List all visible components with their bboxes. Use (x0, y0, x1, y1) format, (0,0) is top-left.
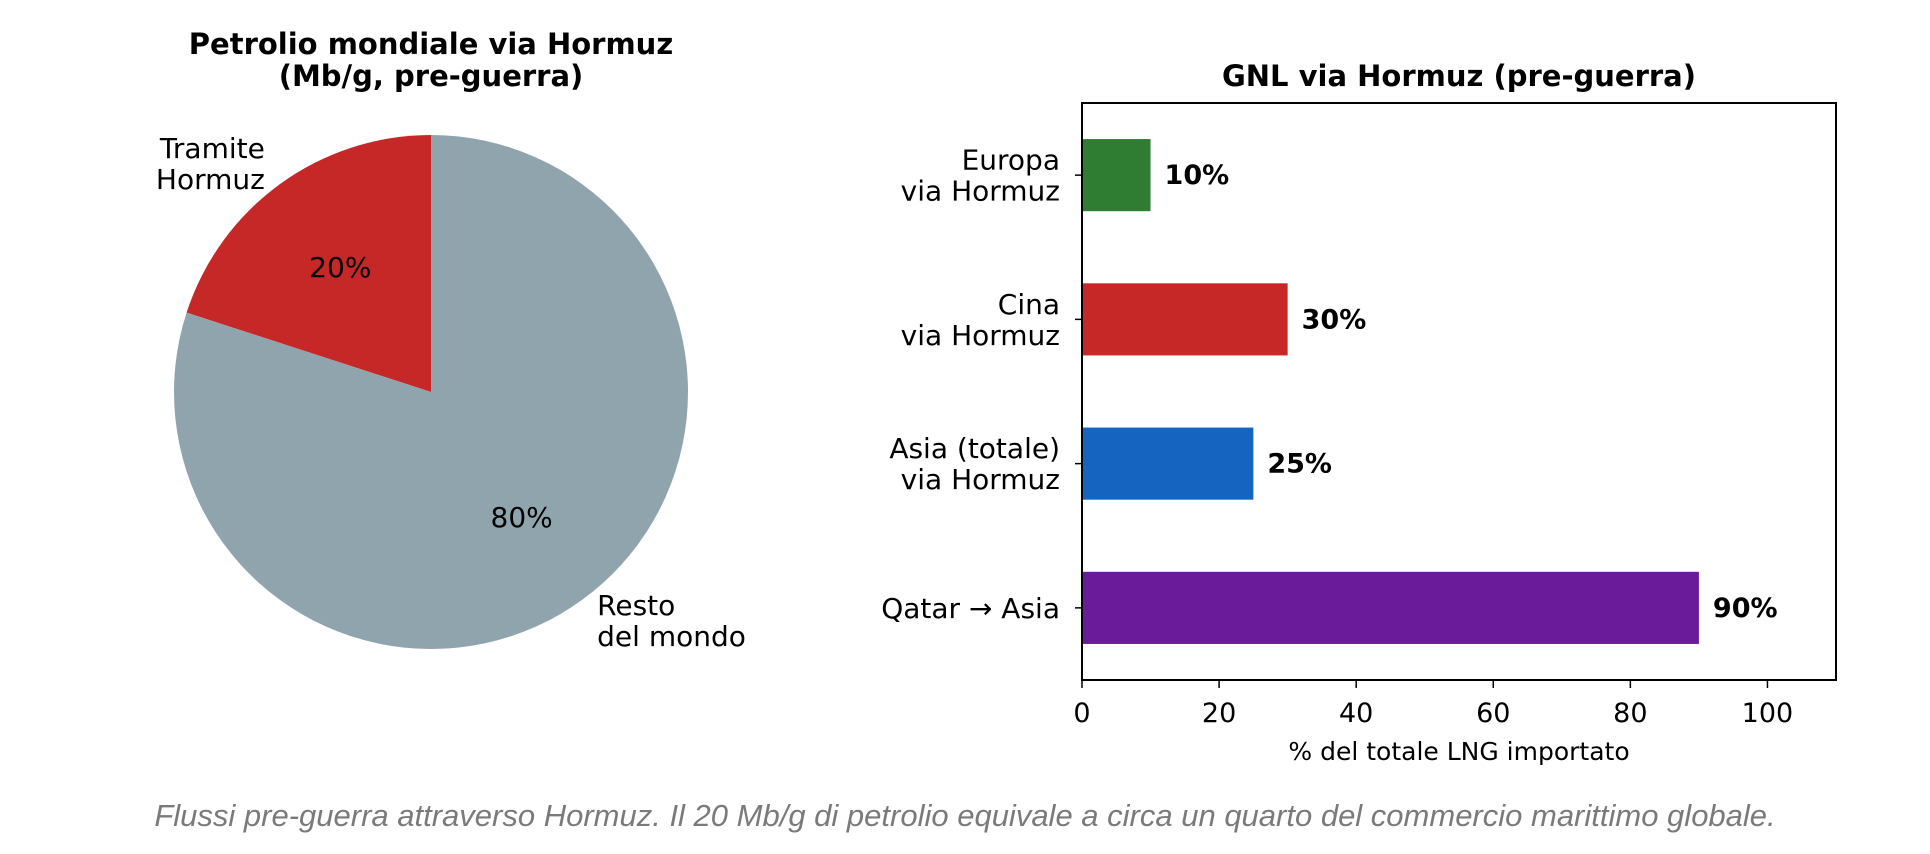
bar-value-label-0: 10% (1165, 160, 1230, 191)
figure: Petrolio mondiale via Hormuz (Mb/g, pre-g… (156, 27, 1837, 766)
bar-value-label-2: 25% (1267, 449, 1332, 480)
plot-frame (1081, 102, 1837, 681)
bar-value-label-3: 90% (1713, 593, 1778, 624)
pie-slice-rest (174, 135, 689, 649)
bar-chart-title: GNL via Hormuz (pre-guerra) (1222, 59, 1696, 93)
x-tick-label-3: 60 (1476, 698, 1510, 729)
x-tick-label-5: 100 (1742, 698, 1794, 729)
x-tick-label-2: 40 (1339, 698, 1373, 729)
x-tick-label-1: 20 (1202, 698, 1236, 729)
pie-chart: Petrolio mondiale via Hormuz (Mb/g, pre-g… (156, 27, 746, 653)
bar-1 (1082, 283, 1288, 356)
pie-pct-hormuz: 20% (309, 251, 371, 284)
pie-label-rest: Resto del mondo (597, 589, 746, 653)
x-axis-label: % del totale LNG importato (1288, 737, 1629, 766)
pie-pct-rest: 80% (491, 501, 553, 534)
pie-chart-title: Petrolio mondiale via Hormuz (Mb/g, pre-g… (189, 27, 673, 93)
pie-slice-hormuz (186, 135, 431, 392)
bar-3 (1082, 571, 1699, 644)
category-label-0: Europa via Hormuz (901, 144, 1060, 208)
bar-0 (1082, 139, 1151, 212)
category-label-3: Qatar → Asia (881, 592, 1060, 625)
figure-caption: Flussi pre-guerra attraverso Hormuz. Il … (154, 798, 1776, 833)
x-tick-label-4: 80 (1613, 698, 1647, 729)
pie-label-hormuz: Tramite Hormuz (156, 132, 265, 196)
x-tick-label-0: 0 (1073, 698, 1090, 729)
bar-chart: GNL via Hormuz (pre-guerra) 10% Europa via … (881, 59, 1837, 766)
category-label-2: Asia (totale) via Hormuz (889, 432, 1060, 496)
bar-2 (1082, 427, 1254, 500)
category-label-1: Cina via Hormuz (901, 288, 1060, 352)
bar-value-label-1: 30% (1302, 304, 1367, 335)
